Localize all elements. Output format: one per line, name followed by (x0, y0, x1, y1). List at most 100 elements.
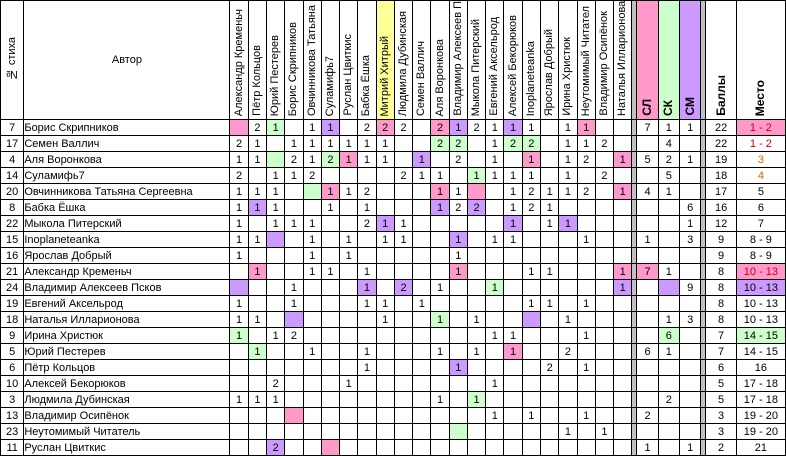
sum-cell (636, 391, 659, 408)
score-cell: 1 (229, 231, 249, 248)
table-row: 21 Александр Кременьч 1 1 1 1 1 1 1 1 7 1 8 10 - 13 (0, 263, 786, 280)
score-cell (412, 343, 432, 360)
judge-header: Inoplaneteanka (521, 0, 542, 120)
score-cell (339, 359, 359, 376)
place-rank: 16 (735, 359, 786, 376)
score-cell: 1 (247, 343, 268, 360)
score-cell (558, 199, 578, 216)
score-cell (375, 359, 395, 376)
score-cell (539, 375, 560, 392)
score-cell (539, 311, 560, 328)
score-cell: 1 (247, 135, 268, 152)
score-cell: 1 (448, 119, 468, 136)
score-cell (284, 439, 304, 456)
author-header: Автор (23, 0, 231, 120)
sum-cell: 1 (657, 263, 681, 280)
score-cell (284, 343, 304, 360)
score-cell (339, 391, 359, 408)
score-cell (284, 311, 304, 328)
place-rank: 1 - 2 (735, 119, 786, 136)
poem-number: 13 (0, 407, 25, 424)
score-cell (594, 391, 615, 408)
score-cell (539, 135, 560, 152)
score-cell: 1 (613, 183, 633, 200)
score-cell (375, 199, 395, 216)
author-name: Алексей Бекорюков (23, 375, 231, 392)
total-score: 17 (705, 183, 737, 200)
score-cell (558, 231, 578, 248)
score-cell (613, 375, 633, 392)
score-cell: 1 (448, 247, 468, 264)
score-cell (393, 327, 414, 344)
score-cell (284, 359, 304, 376)
sum-cell (657, 231, 681, 248)
score-cell (229, 439, 249, 456)
sum-cell (679, 343, 702, 360)
score-cell (393, 391, 414, 408)
total-score: 22 (705, 135, 737, 152)
sum-cell: 1 (657, 183, 681, 200)
judge-name: Неутомимый Читател (579, 5, 592, 116)
score-cell: 1 (503, 119, 523, 136)
score-cell (613, 359, 633, 376)
score-cell (503, 407, 523, 424)
sum-cell: 1 (636, 439, 659, 456)
score-cell: 1 (466, 311, 487, 328)
score-cell: 1 (485, 279, 505, 296)
score-cell (613, 327, 633, 344)
score-cell (375, 167, 395, 184)
score-cell: 1 (375, 135, 395, 152)
judge-header: Наталья Илларионова (613, 0, 633, 120)
score-cell (412, 119, 432, 136)
score-cell: 1 (466, 391, 487, 408)
total-score: 19 (705, 151, 737, 168)
score-cell: 1 (576, 119, 596, 136)
score-cell (613, 119, 633, 136)
judge-header: Юрий Пестерев (266, 0, 286, 120)
score-cell (412, 279, 432, 296)
score-cell (466, 423, 487, 440)
judge-header: Семен Валлич (412, 0, 432, 120)
score-cell (412, 231, 432, 248)
score-cell: 2 (357, 119, 377, 136)
score-cell (375, 375, 395, 392)
score-cell: 1 (247, 263, 268, 280)
score-cell (412, 199, 432, 216)
score-cell (503, 391, 523, 408)
score-cell (466, 231, 487, 248)
total-score: 2 (705, 439, 737, 456)
poem-number: 23 (0, 423, 25, 440)
score-cell (266, 151, 286, 168)
score-cell (320, 375, 341, 392)
score-cell: 1 (320, 199, 341, 216)
score-cell: 2 (302, 167, 322, 184)
score-cell (375, 423, 395, 440)
score-cell: 1 (558, 183, 578, 200)
score-cell (393, 343, 414, 360)
poem-number: 8 (0, 199, 25, 216)
score-cell: 1 (485, 375, 505, 392)
score-cell (412, 423, 432, 440)
score-cell (357, 391, 377, 408)
score-cell (393, 199, 414, 216)
poem-number: 6 (0, 359, 25, 376)
table-row: 18 Наталья Илларионова 1 1 1 1 1 1 1 3 8 10 - 13 (0, 311, 786, 328)
score-cell (375, 263, 395, 280)
score-cell (521, 391, 542, 408)
score-cell (503, 279, 523, 296)
sum-cell: 1 (679, 119, 702, 136)
score-cell (485, 439, 505, 456)
score-cell (266, 311, 286, 328)
sum-cell (657, 215, 681, 232)
score-cell: 1 (430, 311, 450, 328)
score-cell (284, 423, 304, 440)
judge-name: Ирина Христюк (561, 37, 574, 116)
score-cell (339, 311, 359, 328)
score-cell (594, 215, 615, 232)
score-cell: 1 (539, 215, 560, 232)
judge-header: Владимир Осипёнок (594, 0, 615, 120)
score-cell: 1 (320, 263, 341, 280)
score-cell (266, 343, 286, 360)
score-cell (357, 439, 377, 456)
